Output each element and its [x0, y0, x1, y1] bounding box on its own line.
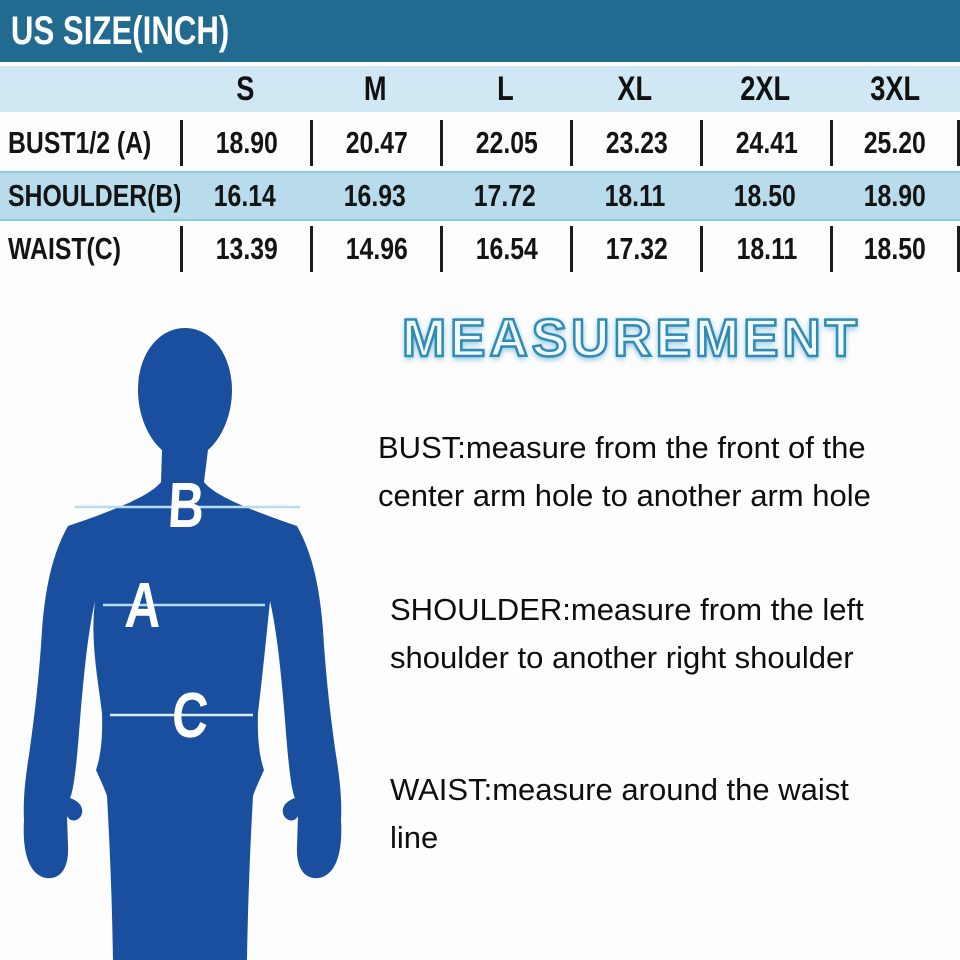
shoulder-value-m: 16.93 — [343, 178, 407, 213]
shoulder-value-2xl: 18.50 — [733, 178, 797, 213]
waist-value-xl: 17.32 — [570, 226, 700, 272]
waist-value-s: 13.39 — [180, 226, 310, 272]
row-label-bust: BUST1/2 (A) — [8, 125, 152, 160]
row-label-shoulder: SHOULDER(B) — [8, 178, 180, 213]
size-header-row: S M L XL 2XL 3XL — [0, 66, 960, 112]
marker-c: C — [170, 680, 210, 751]
body-figure-svg: B A C — [23, 328, 342, 960]
shoulder-description-line2: shoulder to another right shoulder — [390, 640, 854, 675]
bust-value-xl: 23.23 — [570, 120, 700, 166]
waist-value-2xl: 18.11 — [700, 226, 830, 272]
size-col-2xl: 2XL — [740, 69, 790, 108]
marker-b: B — [166, 470, 206, 541]
table-row-waist: WAIST(C) 13.39 14.96 16.54 17.32 18.11 1… — [0, 226, 960, 272]
waist-value-l: 16.54 — [440, 226, 570, 272]
bust-value-2xl: 24.41 — [700, 120, 830, 166]
table-row-shoulder: SHOULDER(B) 16.14 16.93 17.72 18.11 18.5… — [0, 171, 960, 221]
size-col-l: L — [496, 69, 514, 108]
size-col-m: M — [363, 69, 387, 108]
body-silhouette — [23, 328, 342, 960]
shoulder-description: SHOULDER:measure from the left shoulder … — [390, 586, 864, 682]
bust-description-line2: center arm hole to another arm hole — [378, 478, 871, 513]
bust-value-s: 18.90 — [180, 120, 310, 166]
waist-value-3xl: 18.50 — [830, 226, 960, 272]
bust-value-l: 22.05 — [440, 120, 570, 166]
body-figure: B A C — [0, 300, 380, 960]
waist-description-line2: line — [390, 820, 439, 855]
bust-description: BUST:measure from the front of the cente… — [378, 424, 871, 520]
waist-description-line1: WAIST:measure around the waist — [390, 772, 849, 807]
waist-value-m: 14.96 — [310, 226, 440, 272]
row-label-waist: WAIST(C) — [8, 231, 121, 266]
shoulder-value-xl: 18.11 — [604, 178, 666, 213]
measurement-heading: MEASUREMENT — [401, 308, 862, 370]
size-table: US SIZE(INCH) S M L XL 2XL 3XL BUST1/2 (… — [0, 0, 960, 272]
table-title-bar: US SIZE(INCH) — [0, 0, 960, 62]
shoulder-value-s: 16.14 — [213, 178, 277, 213]
size-col-s: S — [235, 69, 255, 108]
bust-value-3xl: 25.20 — [830, 120, 960, 166]
marker-a: A — [123, 570, 163, 641]
table-title: US SIZE(INCH) — [10, 8, 230, 53]
bust-value-m: 20.47 — [310, 120, 440, 166]
waist-description: WAIST:measure around the waist line — [390, 766, 849, 862]
bust-description-line1: BUST:measure from the front of the — [378, 430, 866, 465]
table-row-bust: BUST1/2 (A) 18.90 20.47 22.05 23.23 24.4… — [0, 120, 960, 166]
size-header-empty-cell — [0, 66, 180, 112]
shoulder-value-3xl: 18.90 — [863, 178, 927, 213]
size-col-3xl: 3XL — [870, 69, 920, 108]
size-col-xl: XL — [617, 69, 653, 108]
shoulder-description-line1: SHOULDER:measure from the left — [390, 592, 864, 627]
shoulder-value-l: 17.72 — [473, 178, 537, 213]
